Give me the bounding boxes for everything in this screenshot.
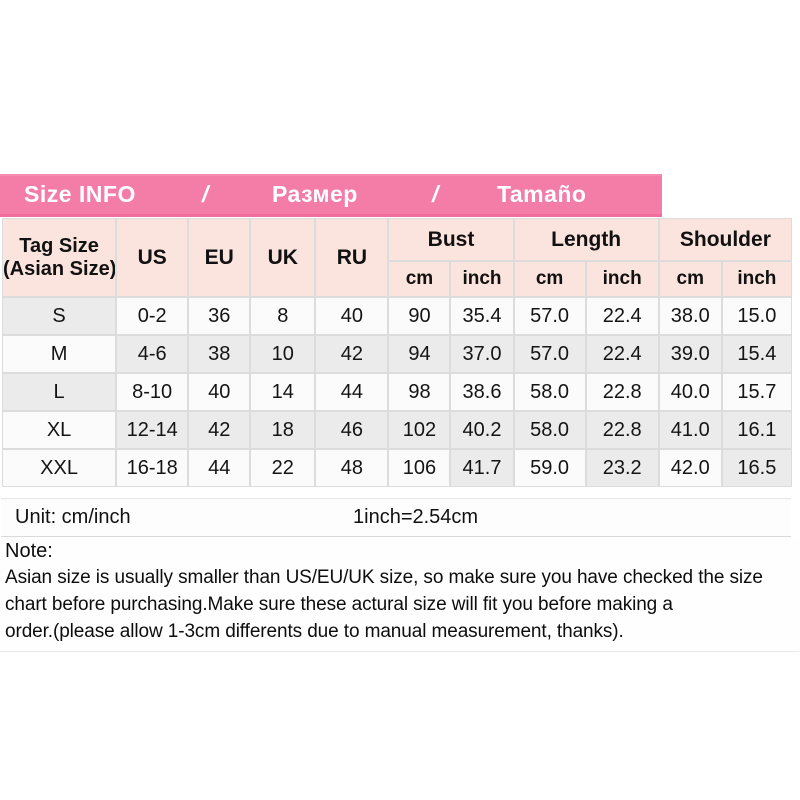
cell: 98 [389,374,450,410]
header-shoulder: Shoulder [659,219,791,260]
cell: 15.0 [722,298,791,334]
cell: 44 [189,450,250,486]
cell: 58.0 [514,374,585,410]
header-row-units: cm inch cm inch cm inch [3,262,791,296]
cell: 42.0 [659,450,721,486]
cell: 35.4 [451,298,513,334]
cell: 57.0 [514,298,585,334]
header-bust-inch: inch [451,262,513,296]
cell: 42 [189,412,250,448]
cell: S [3,298,116,334]
header-shoulder-inch: inch [722,262,791,296]
cell: 22.8 [586,412,658,448]
header-shoulder-cm: cm [659,262,721,296]
cell: 37.0 [451,336,513,372]
cell: 22 [251,450,315,486]
unit-row: Unit: cm/inch 1inch=2.54cm [1,498,791,537]
cell: XL [3,412,116,448]
header-length: Length [514,219,658,260]
cell: 41.7 [451,450,513,486]
cell: 39.0 [659,336,721,372]
tag-size-header: Tag Size (Asian Size) [3,219,116,296]
header-uk: UK [251,219,315,296]
table-row-xl: XL 12-14 42 18 46 102 40.2 58.0 22.8 41.… [3,412,791,448]
cell: 40 [316,298,388,334]
cell: L [3,374,116,410]
cell: 40.0 [659,374,721,410]
unit-label: Unit: cm/inch [15,506,131,528]
cell: 18 [251,412,315,448]
cell: 94 [389,336,450,372]
cell: 58.0 [514,412,585,448]
note-line-2: chart before purchasing.Make sure these … [5,594,673,615]
cell: 16.1 [722,412,791,448]
cell: 23.2 [586,450,658,486]
note-block: Note: Asian size is usually smaller than… [0,538,799,652]
cell: 40.2 [451,412,513,448]
table-row-xxl: XXL 16-18 44 22 48 106 41.7 59.0 23.2 42… [3,450,791,486]
size-chart-table: Tag Size (Asian Size) US EU UK RU Bust L… [1,217,793,488]
cell: 44 [316,374,388,410]
table-row-l: L 8-10 40 14 44 98 38.6 58.0 22.8 40.0 1… [3,374,791,410]
title-separator-1: / [202,181,209,207]
title-tamano: Tamaño [497,181,587,207]
cell: 48 [316,450,388,486]
table-row-s: S 0-2 36 8 40 90 35.4 57.0 22.4 38.0 15.… [3,298,791,334]
cell: 41.0 [659,412,721,448]
cell: 0-2 [117,298,188,334]
cell: 57.0 [514,336,585,372]
cell: 40 [189,374,250,410]
inch-conversion: 1inch=2.54cm [353,506,479,528]
tag-size-header-line1: Tag Size [19,234,99,257]
note-line-3: order.(please allow 1-3cm differents due… [5,621,624,642]
header-us: US [117,219,188,296]
cell: 106 [389,450,450,486]
cell: M [3,336,116,372]
cell: 22.8 [586,374,658,410]
cell: 15.4 [722,336,791,372]
cell: 36 [189,298,250,334]
size-info-title-bar: Size INFO / Размер / Tamaño [0,174,662,217]
cell: 38 [189,336,250,372]
tag-size-header-line2: (Asian Size) [3,257,116,280]
cell: 10 [251,336,315,372]
cell: 42 [316,336,388,372]
note-heading: Note: [5,540,53,562]
cell: 14 [251,374,315,410]
cell: 8-10 [117,374,188,410]
header-ru: RU [316,219,388,296]
header-bust-cm: cm [389,262,450,296]
cell: 22.4 [586,298,658,334]
cell: XXL [3,450,116,486]
cell: 59.0 [514,450,585,486]
cell: 90 [389,298,450,334]
cell: 22.4 [586,336,658,372]
cell: 38.6 [451,374,513,410]
header-eu: EU [189,219,250,296]
header-length-inch: inch [586,262,658,296]
cell: 16.5 [722,450,791,486]
header-bust: Bust [389,219,513,260]
cell: 38.0 [659,298,721,334]
header-length-cm: cm [514,262,585,296]
cell: 15.7 [722,374,791,410]
cell: 16-18 [117,450,188,486]
note-line-1: Asian size is usually smaller than US/EU… [5,567,763,588]
cell: 4-6 [117,336,188,372]
title-razmer: Размер [272,181,358,207]
title-size-info: Size INFO [24,181,136,207]
cell: 46 [316,412,388,448]
cell: 102 [389,412,450,448]
table-row-m: M 4-6 38 10 42 94 37.0 57.0 22.4 39.0 15… [3,336,791,372]
cell: 8 [251,298,315,334]
title-separator-2: / [432,181,439,207]
cell: 12-14 [117,412,188,448]
header-row-groups: Tag Size (Asian Size) US EU UK RU Bust L… [3,219,791,296]
